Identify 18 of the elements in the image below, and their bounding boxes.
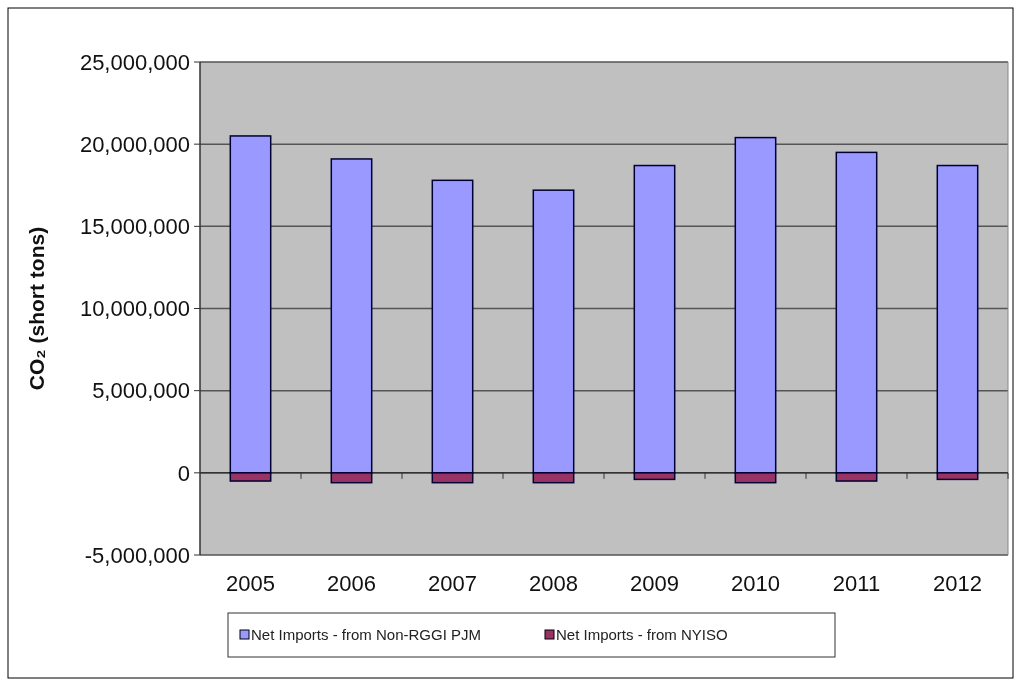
x-tick-label: 2009 [630,571,679,596]
legend-label: Net Imports - from NYISO [556,626,728,644]
y-tick-label: 15,000,000 [79,214,190,240]
x-tick-label: 2012 [933,571,982,596]
y-tick-label: -5,000,000 [84,542,190,568]
x-tick-label: 2008 [529,571,578,596]
x-tick-label: 2010 [731,571,780,596]
y-tick-label: 0 [177,460,190,486]
y-tick-label: 10,000,000 [79,296,190,322]
y-tick-label: 25,000,000 [79,49,190,75]
x-tick-label: 2011 [832,571,881,596]
y-tick-label: 5,000,000 [92,378,190,404]
y-tick-label: 20,000,000 [79,131,190,157]
x-tick-label: 2007 [428,571,477,596]
y-axis-title: CO₂ (short tons) [25,226,48,391]
x-tick-label: 2006 [327,571,376,596]
legend-label: Net Imports - from Non-RGGI PJM [251,626,482,644]
x-tick-label: 2005 [226,571,275,596]
